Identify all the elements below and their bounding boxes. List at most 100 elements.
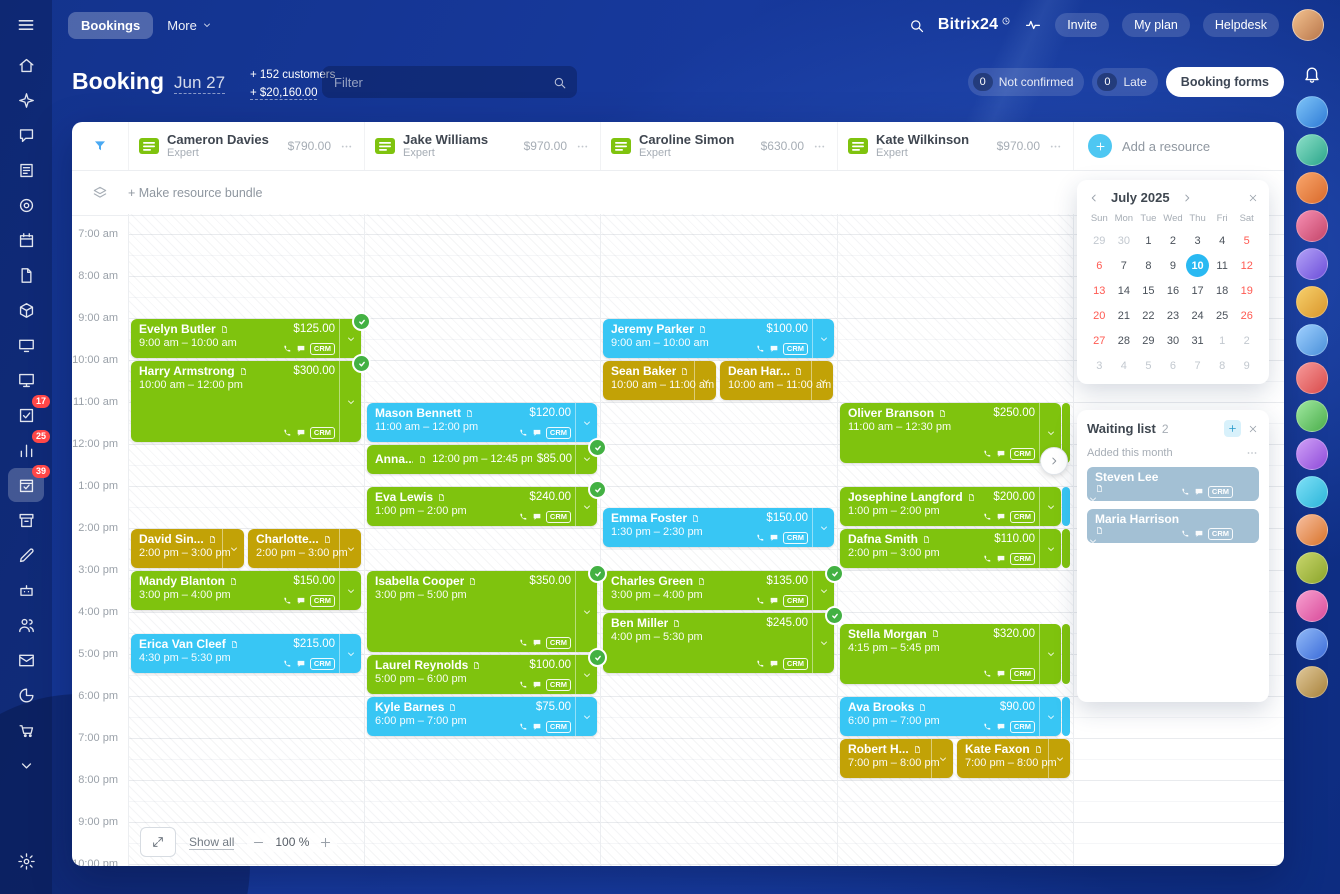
show-all-link[interactable]: Show all: [189, 834, 235, 850]
sidebar-item-messenger[interactable]: [8, 118, 44, 152]
booking-card[interactable]: Robert H... 7:00 pm – 8:00 pm: [840, 739, 953, 778]
card-expand-strip[interactable]: [1087, 535, 1259, 547]
calendar-day[interactable]: 27: [1093, 334, 1106, 347]
calendar-day[interactable]: 28: [1117, 334, 1130, 347]
calendar-day[interactable]: 2: [1243, 334, 1250, 347]
sidebar-item-ai-assistant[interactable]: [8, 83, 44, 117]
calendar-day[interactable]: 14: [1117, 284, 1130, 297]
calendar-day[interactable]: 30: [1117, 234, 1130, 247]
sidebar-item-tasks[interactable]: 17: [8, 395, 50, 432]
avatar-15[interactable]: [1296, 628, 1328, 660]
avatar-6[interactable]: [1296, 286, 1328, 318]
booking-card[interactable]: Kate Faxon 7:00 pm – 8:00 pm: [957, 739, 1070, 778]
calendar-day[interactable]: 22: [1142, 309, 1155, 322]
calendar-day[interactable]: 4: [1219, 234, 1226, 247]
prev-month-button[interactable]: [1087, 191, 1101, 205]
calendar-day[interactable]: 11: [1216, 259, 1228, 272]
booking-card[interactable]: Josephine Langford $200.00 1:00 pm – 2:00 …: [840, 487, 1061, 526]
resource-header-3[interactable]: Caroline Simon Expert $630.00: [600, 122, 837, 170]
sidebar-item-sign-edit[interactable]: [8, 538, 44, 572]
booking-card[interactable]: Dean Har... 10:00 am – 11:00 am: [720, 361, 833, 400]
booking-card[interactable]: Erica Van Cleef $215.00 4:30 pm – 5:30 pm C…: [131, 634, 361, 673]
calendar-day[interactable]: 17: [1191, 284, 1204, 297]
calendar-day[interactable]: 6: [1169, 359, 1177, 372]
expand-button[interactable]: [140, 827, 176, 857]
calendar-day[interactable]: 2: [1169, 234, 1177, 247]
waiting-list-card[interactable]: Maria Harrison CRM: [1087, 509, 1259, 543]
brand-logo[interactable]: Bitrix24: [938, 16, 1011, 34]
bell-icon[interactable]: [1302, 64, 1322, 84]
sidebar-item-mail[interactable]: [8, 643, 44, 677]
booking-card[interactable]: Ben Miller $245.00 4:00 pm – 5:30 pm CRM: [603, 613, 834, 673]
calendar-day[interactable]: 21: [1117, 309, 1130, 322]
zoom-out-button[interactable]: [251, 835, 266, 850]
booking-card[interactable]: Harry Armstrong $300.00 10:00 am – 12:00 p…: [131, 361, 361, 442]
booking-card[interactable]: Mason Bennett $120.00 11:00 am – 12:00 pm C…: [367, 403, 597, 442]
more-nav-button[interactable]: More: [167, 18, 213, 33]
sidebar-item-automation[interactable]: [8, 573, 44, 607]
booking-card[interactable]: Kyle Barnes $75.00 6:00 pm – 7:00 pm CRM: [367, 697, 597, 736]
avatar-13[interactable]: [1296, 552, 1328, 584]
card-expand-strip[interactable]: [1087, 493, 1259, 505]
helpdesk-button[interactable]: Helpdesk: [1202, 13, 1279, 37]
calendar-day[interactable]: 5: [1145, 359, 1152, 372]
booking-overlap-sliver[interactable]: [1062, 487, 1070, 526]
next-month-button[interactable]: [1180, 191, 1194, 205]
search-icon[interactable]: [908, 17, 925, 34]
booking-card[interactable]: Stella Morgan $320.00 4:15 pm – 5:45 pm CRM: [840, 623, 1061, 684]
zoom-in-button[interactable]: [318, 835, 333, 850]
card-expand-strip[interactable]: [812, 319, 834, 358]
resource-header-2[interactable]: Jake Williams Expert $970.00: [364, 122, 600, 170]
calendar-day[interactable]: 20: [1093, 309, 1106, 322]
sidebar-item-tasks-focus[interactable]: [8, 188, 44, 222]
scroll-resources-button[interactable]: [1040, 447, 1068, 475]
card-expand-strip[interactable]: [1039, 529, 1061, 568]
close-waiting-list-button[interactable]: [1247, 423, 1259, 435]
booking-card[interactable]: Anna... 12:00 pm – 12:45 pm $85.00: [367, 445, 597, 474]
booking-card[interactable]: Isabella Cooper $350.00 3:00 pm – 5:00 pm C…: [367, 571, 597, 652]
avatar-2[interactable]: [1296, 134, 1328, 166]
sidebar-item-crm[interactable]: [8, 678, 44, 712]
sidebar-item-drive[interactable]: [8, 293, 44, 327]
avatar-4[interactable]: [1296, 210, 1328, 242]
avatar-5[interactable]: [1296, 248, 1328, 280]
calendar-day[interactable]: 16: [1166, 284, 1180, 297]
avatar-8[interactable]: [1296, 362, 1328, 394]
booking-overlap-sliver[interactable]: [1062, 403, 1070, 463]
booking-card[interactable]: Evelyn Butler $125.00 9:00 am – 10:00 am CR…: [131, 319, 361, 358]
make-resource-bundle-button[interactable]: + Make resource bundle: [128, 186, 263, 200]
calendar-day[interactable]: 3: [1096, 359, 1103, 372]
calendar-day[interactable]: 9: [1243, 359, 1250, 372]
booking-forms-button[interactable]: Booking forms: [1165, 67, 1284, 97]
calendar-day[interactable]: 3: [1194, 234, 1201, 247]
card-expand-strip[interactable]: [812, 508, 834, 547]
avatar-1[interactable]: [1296, 96, 1328, 128]
card-expand-strip[interactable]: [1039, 487, 1061, 526]
booking-card[interactable]: Laurel Reynolds $100.00 5:00 pm – 6:00 pm C…: [367, 655, 597, 694]
add-resource-button[interactable]: Add a resource: [1073, 122, 1284, 170]
sidebar-item-booking[interactable]: 39: [8, 465, 50, 502]
card-expand-strip[interactable]: [339, 319, 361, 358]
card-expand-strip[interactable]: [575, 445, 597, 474]
card-expand-strip[interactable]: [1048, 739, 1070, 778]
card-expand-strip[interactable]: [694, 361, 716, 400]
resource-menu-icon[interactable]: [812, 139, 827, 154]
booking-overlap-sliver[interactable]: [1062, 623, 1070, 684]
sidebar-item-sales[interactable]: 25: [8, 430, 50, 467]
booking-card[interactable]: Eva Lewis $240.00 1:00 pm – 2:00 pm CRM: [367, 487, 597, 526]
calendar-day[interactable]: 4: [1120, 359, 1127, 372]
avatar-11[interactable]: [1296, 476, 1328, 508]
my-plan-button[interactable]: My plan: [1122, 13, 1190, 37]
calendar-day[interactable]: 29: [1142, 334, 1155, 347]
card-expand-strip[interactable]: [222, 529, 244, 568]
avatar-3[interactable]: [1296, 172, 1328, 204]
sidebar-item-documents[interactable]: [8, 258, 44, 292]
card-expand-strip[interactable]: [339, 634, 361, 673]
sidebar-item-shop[interactable]: [8, 713, 44, 747]
date-selector[interactable]: Jun 27: [174, 73, 226, 94]
avatar-12[interactable]: [1296, 514, 1328, 546]
card-expand-strip[interactable]: [339, 571, 361, 610]
card-expand-strip[interactable]: [575, 571, 597, 652]
avatar-7[interactable]: [1296, 324, 1328, 356]
booking-card[interactable]: Jeremy Parker $100.00 9:00 am – 10:00 am CR…: [603, 319, 834, 358]
